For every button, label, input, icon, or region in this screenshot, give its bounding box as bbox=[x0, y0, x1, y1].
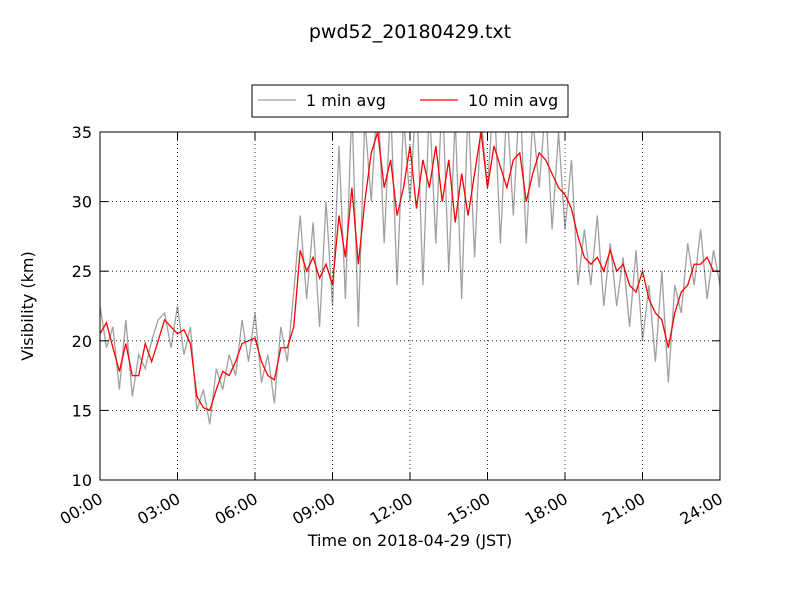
legend: 1 min avg 10 min avg bbox=[251, 84, 569, 118]
y-tick-label: 10 bbox=[72, 471, 92, 490]
y-tick-label: 15 bbox=[72, 401, 92, 420]
legend-label: 1 min avg bbox=[306, 91, 386, 110]
legend-box bbox=[251, 84, 569, 118]
y-tick-label: 35 bbox=[72, 123, 92, 142]
y-axis-label: Visibility (km) bbox=[18, 251, 37, 360]
chart-title: pwd52_20180429.txt bbox=[309, 21, 511, 43]
y-tick-label: 30 bbox=[72, 193, 92, 212]
y-tick-label: 25 bbox=[72, 262, 92, 281]
x-axis-label: Time on 2018-04-29 (JST) bbox=[307, 531, 512, 550]
series-line bbox=[100, 132, 720, 425]
legend-label: 10 min avg bbox=[468, 91, 558, 110]
y-tick-label: 20 bbox=[72, 332, 92, 351]
